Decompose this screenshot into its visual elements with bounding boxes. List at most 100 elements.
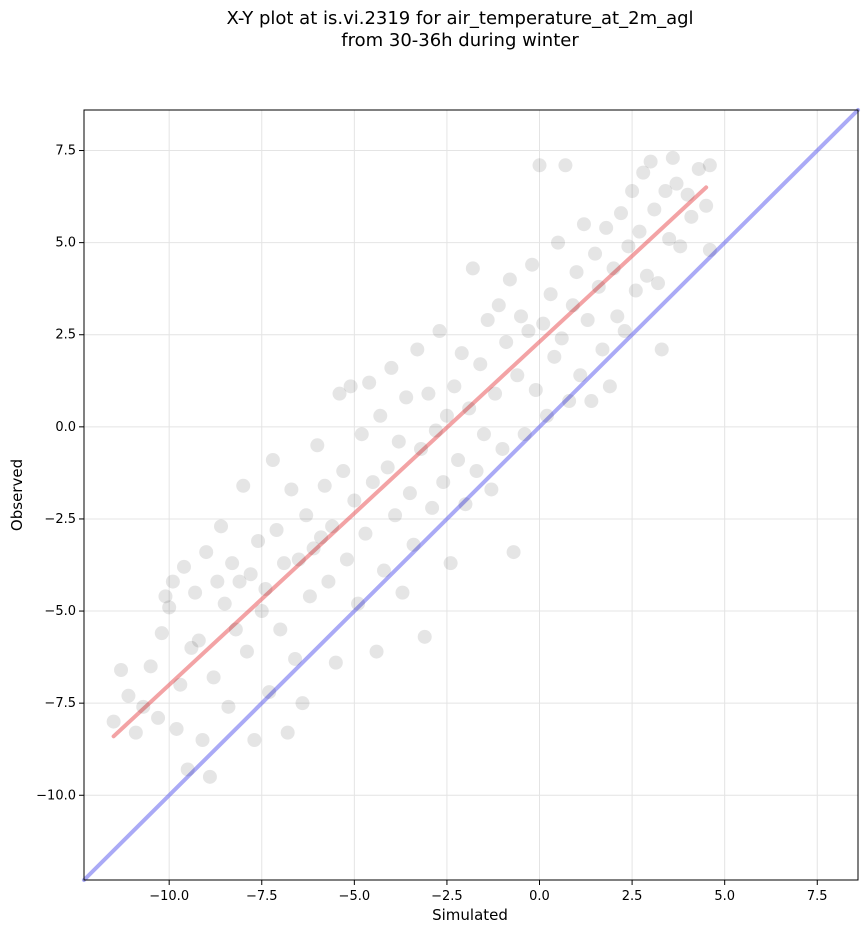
data-point (432, 324, 447, 339)
data-point (339, 552, 354, 567)
data-point (291, 552, 306, 567)
data-point (469, 464, 484, 479)
x-tick-label: 5.0 (714, 889, 735, 904)
data-point (595, 342, 610, 357)
data-point (336, 464, 351, 479)
data-point (532, 158, 547, 173)
data-point (217, 596, 232, 611)
data-point (602, 379, 617, 394)
plot-frame (83, 109, 859, 881)
x-tick-label: −2.5 (431, 889, 463, 904)
data-point (310, 438, 325, 453)
data-point (428, 423, 443, 438)
data-point (528, 383, 543, 397)
data-point (317, 478, 332, 493)
data-point (325, 519, 340, 534)
data-point (128, 725, 143, 740)
data-point (380, 460, 395, 475)
y-axis-label: Observed (8, 459, 26, 531)
x-tick-label: −5.0 (339, 889, 371, 904)
data-point (302, 589, 317, 604)
data-point (684, 209, 699, 224)
data-point (154, 626, 169, 641)
data-point (613, 206, 628, 221)
data-point (665, 150, 680, 165)
data-point (499, 335, 514, 350)
y-tick-label: −10.0 (36, 788, 76, 803)
data-point (502, 272, 517, 287)
data-point (451, 453, 466, 467)
y-tick-label: 7.5 (55, 144, 76, 159)
data-point (591, 279, 606, 294)
data-point (288, 651, 303, 666)
data-point (158, 589, 173, 604)
data-point (169, 721, 184, 736)
data-point (558, 158, 573, 173)
y-tick-label: −5.0 (44, 604, 76, 619)
data-point (454, 346, 469, 361)
data-point (662, 231, 677, 246)
x-tick-label: 7.5 (807, 889, 828, 904)
data-point (658, 184, 673, 199)
data-point (588, 246, 603, 261)
data-point (262, 685, 277, 700)
data-point (351, 596, 366, 611)
data-point (299, 508, 314, 523)
data-point (610, 309, 625, 324)
data-point (306, 541, 321, 556)
data-point (625, 184, 640, 199)
data-point (402, 486, 417, 501)
data-point (321, 574, 336, 589)
data-point (680, 187, 695, 202)
data-point (295, 696, 310, 711)
data-point (365, 475, 380, 490)
x-tick-label: 0.0 (529, 889, 550, 904)
data-point (358, 526, 373, 541)
data-point (243, 567, 258, 582)
data-point (643, 154, 658, 169)
data-point (480, 313, 495, 327)
data-point (276, 556, 291, 571)
data-point (636, 165, 651, 180)
data-point (210, 574, 225, 589)
data-point (188, 585, 203, 600)
data-point (195, 733, 210, 747)
data-point (576, 217, 591, 232)
data-point (506, 545, 521, 560)
data-point (362, 375, 377, 390)
data-point (573, 368, 588, 383)
data-point (621, 239, 636, 254)
y-tick-label: 5.0 (55, 236, 76, 251)
data-point (425, 500, 440, 515)
data-point (265, 453, 280, 467)
data-point (551, 235, 566, 250)
data-point (343, 379, 358, 394)
data-point (439, 408, 454, 423)
data-point (702, 243, 717, 257)
y-tick-label: 0.0 (55, 420, 76, 435)
data-point (143, 659, 158, 674)
data-point (184, 640, 199, 655)
scatter-points (106, 150, 717, 784)
data-point (391, 434, 406, 449)
data-point (510, 368, 525, 383)
x-tick-label: −10.0 (149, 889, 189, 904)
y-tick-label: −7.5 (44, 696, 76, 711)
data-point (458, 497, 473, 512)
data-point (173, 677, 188, 692)
data-point (484, 482, 499, 497)
data-point (376, 563, 391, 578)
data-point (373, 408, 388, 423)
y-axis-ticks: −10.0 −7.5 −5.0 −2.5 0.0 2.5 5.0 7.5 (36, 144, 84, 803)
data-point (414, 441, 429, 456)
data-point (447, 379, 462, 394)
data-point (314, 530, 329, 545)
data-point (702, 158, 717, 173)
data-point (599, 220, 614, 235)
data-point (239, 644, 254, 659)
data-point (525, 257, 540, 272)
data-point (580, 313, 595, 327)
data-point (258, 581, 273, 596)
data-point (436, 475, 451, 490)
